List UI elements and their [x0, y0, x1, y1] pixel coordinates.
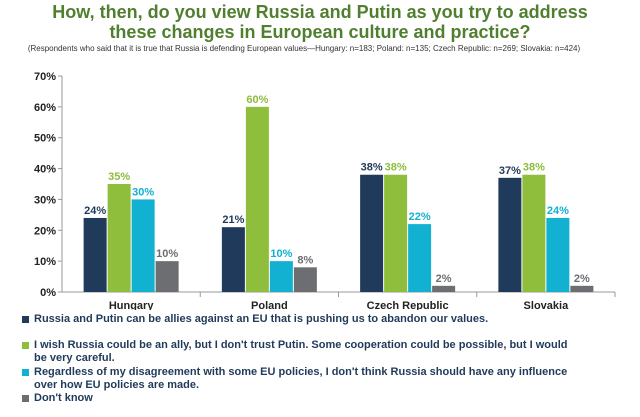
legend-swatch-1 — [22, 316, 29, 323]
legend-item-4: Don't know — [22, 392, 574, 405]
data-label: 38% — [385, 162, 407, 174]
bar — [155, 261, 179, 292]
y-tick-label: 50% — [34, 133, 56, 145]
bar-chart: 0% 10% 20% 30% 40% 50% 60% 70% Hungary Poland Czec… — [34, 71, 616, 310]
bar — [408, 224, 432, 292]
legend-label-1: Russia and Putin can be allies against a… — [34, 313, 489, 325]
legend-item-2: I wish Russia could be an ally, but I do… — [22, 339, 574, 365]
y-tick-label: 20% — [34, 225, 56, 237]
data-label: 60% — [246, 94, 268, 106]
bar — [522, 174, 546, 292]
data-label: 24% — [547, 205, 569, 217]
chart-data-labels: 24%35%30%10%21%60%10%8%38% 38%22%2%37% 38%… — [84, 94, 590, 285]
x-tick-label: Poland — [251, 300, 288, 310]
bar — [498, 177, 522, 292]
y-tick-label: 30% — [34, 194, 56, 206]
data-label: 10% — [156, 248, 178, 260]
x-tick-label: Slovakia — [524, 300, 570, 310]
bar — [269, 261, 293, 292]
bar — [293, 267, 317, 292]
y-tick-label: 10% — [34, 256, 56, 268]
bar — [221, 227, 245, 292]
data-label: 24% — [84, 205, 106, 217]
chart-bars — [83, 106, 594, 292]
legend-swatch-3 — [22, 369, 29, 376]
data-label: 35% — [108, 171, 130, 183]
data-label: 30% — [132, 186, 154, 198]
bar — [432, 285, 456, 292]
y-tick-label: 60% — [34, 102, 56, 114]
bar — [131, 199, 155, 292]
x-tick-label: Hungary — [109, 300, 155, 310]
y-tick-label: 70% — [34, 71, 56, 83]
data-label: 2% — [574, 273, 590, 285]
data-label: 10% — [270, 248, 292, 260]
data-label: 37% — [499, 165, 521, 177]
legend-swatch-4 — [22, 395, 29, 402]
y-tick-label: 0% — [40, 287, 56, 299]
chart-note: (Respondents who said that it is true th… — [27, 44, 581, 53]
data-label: 38% — [361, 162, 383, 174]
data-label: 8% — [297, 254, 313, 266]
bar — [107, 184, 131, 292]
legend-label-4: Don't know — [34, 392, 93, 404]
bar — [384, 174, 408, 292]
bar — [570, 285, 594, 292]
data-label: 21% — [222, 214, 244, 226]
legend-swatch-2 — [22, 342, 29, 349]
y-tick-label: 40% — [34, 164, 56, 176]
bar — [546, 217, 570, 292]
bar — [245, 106, 269, 292]
data-label: 22% — [409, 211, 431, 223]
legend-item-1: Russia and Putin can be allies against a… — [22, 313, 574, 326]
bar — [360, 174, 384, 292]
legend-label-3: Regardless of my disagreement with some … — [34, 366, 568, 391]
chart-title: How, then, do you view Russia and Putin … — [52, 2, 588, 42]
data-label: 38% — [523, 162, 545, 174]
bar — [83, 217, 107, 292]
data-label: 2% — [436, 273, 452, 285]
legend-label-2: I wish Russia could be an ally, but I do… — [34, 339, 568, 364]
legend-item-3: Regardless of my disagreement with some … — [22, 366, 574, 392]
x-tick-label: Czech Republic — [367, 300, 449, 310]
